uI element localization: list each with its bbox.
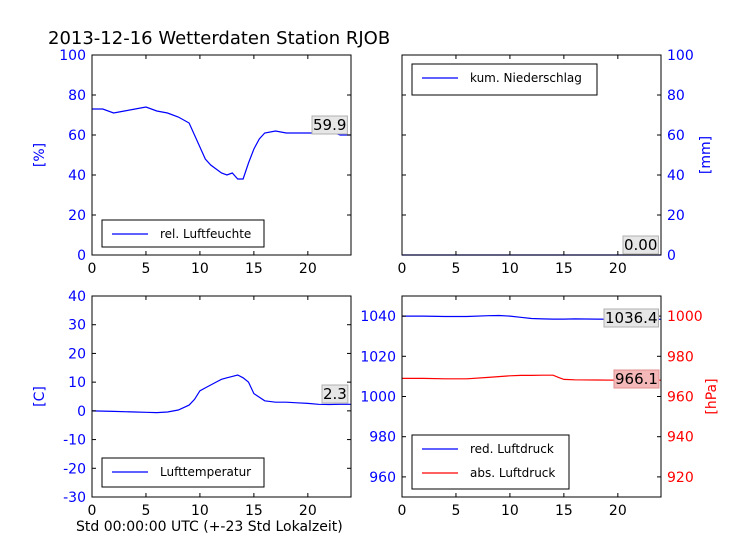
- series-line-red-luftdruck: [402, 314, 662, 320]
- last-value-box: [613, 369, 660, 389]
- legend-box: [411, 63, 598, 96]
- x-tick-label: 10: [501, 503, 519, 519]
- y-axis-label: [hPa]: [704, 378, 720, 414]
- y2-tick-label: 940: [667, 430, 694, 446]
- last-value-label: 966.1: [615, 370, 658, 388]
- last-value-label: 59.9: [313, 116, 346, 134]
- x-tick-label: 10: [191, 261, 209, 277]
- last-value-label: 1036.4: [605, 309, 658, 327]
- y-tick-label: 1040: [360, 309, 396, 325]
- x-tick-label: 15: [245, 503, 263, 519]
- y-tick-label: 960: [369, 470, 396, 486]
- x-tick-label: 20: [299, 503, 317, 519]
- series-line-rel-luftfeuchte: [92, 106, 351, 180]
- y-tick-label: 100: [59, 48, 86, 64]
- y-tick-label: 80: [667, 88, 685, 104]
- last-value-box: [622, 235, 659, 255]
- y-tick-label: 60: [667, 128, 685, 144]
- x-axis-label: Std 00:00:00 UTC (+-23 Std Lokalzeit): [76, 519, 343, 535]
- plot-frame: [401, 54, 662, 256]
- y-tick-label: 0: [77, 404, 86, 420]
- y-tick-label: 60: [68, 128, 86, 144]
- y-tick-label: 0: [667, 248, 676, 264]
- y-axis-label: [%]: [32, 143, 48, 167]
- legend-label: rel. Luftfeuchte: [160, 227, 251, 241]
- x-tick-label: 15: [555, 503, 573, 519]
- y-tick-label: -30: [63, 490, 86, 506]
- panel-1: 0 5 10 15 20 0 20 40 60 80 100 [%] rel. Luftfeuchte 5…: [32, 48, 352, 277]
- last-value-label: 2.3: [323, 385, 347, 403]
- x-tick-label: 15: [245, 261, 263, 277]
- x-tick-label: 15: [555, 261, 573, 277]
- x-tick-label: 20: [609, 503, 627, 519]
- x-tick-label: 5: [141, 503, 150, 519]
- y2-tick-label: 980: [667, 349, 694, 365]
- y-axis-label: [mm]: [698, 136, 714, 174]
- legend-label: red. Luftdruck: [470, 442, 554, 456]
- y-tick-label: 20: [68, 346, 86, 362]
- series-line-lufttemperatur: [91, 374, 351, 414]
- y-tick-label: 20: [667, 208, 685, 224]
- x-tick-label: 5: [451, 261, 460, 277]
- x-tick-label: 0: [398, 503, 407, 519]
- y-tick-label: 1000: [360, 390, 396, 406]
- plot-frame: [91, 54, 352, 256]
- x-tick-label: 20: [609, 261, 627, 277]
- y-tick-label: 40: [68, 168, 86, 184]
- x-tick-label: 0: [88, 503, 97, 519]
- y2-tick-label: 1000: [667, 309, 703, 325]
- y-tick-label: 80: [68, 88, 86, 104]
- x-tick-label: 20: [299, 261, 317, 277]
- last-value-box: [321, 384, 349, 404]
- legend-label: Lufttemperatur: [160, 465, 251, 479]
- panel-2: 0 5 10 15 20 0 20 40 60 80 100 [mm] kum. Niederschla…: [398, 48, 714, 277]
- y-tick-label: -20: [63, 461, 86, 477]
- y-tick-label: 20: [68, 208, 86, 224]
- x-tick-label: 10: [191, 503, 209, 519]
- y-tick-label: 40: [68, 289, 86, 305]
- panel-4: 0 5 10 15 20 960 980 1000 1020 1040 920 940 960 980 10…: [360, 295, 720, 519]
- y-tick-label: 980: [369, 430, 396, 446]
- panel-3: 0 5 10 15 20 -30 -20 -10 0 10 20 30 40 [C] Lufttempera…: [32, 289, 352, 519]
- y-tick-label: -10: [63, 433, 86, 449]
- y-tick-label: 0: [77, 248, 86, 264]
- y-tick-label: 1020: [360, 349, 396, 365]
- last-value-box: [603, 308, 659, 328]
- y-tick-label: 40: [667, 168, 685, 184]
- legend-box: [411, 434, 570, 490]
- x-tick-label: 10: [501, 261, 519, 277]
- x-tick-label: 0: [398, 261, 407, 277]
- figure-title: 2013-12-16 Wetterdaten Station RJOB: [48, 28, 390, 49]
- y2-tick-label: 960: [667, 390, 694, 406]
- y-tick-label: 10: [68, 375, 86, 391]
- y-tick-label: 30: [68, 318, 86, 334]
- series-line-abs-luftdruck: [402, 374, 661, 381]
- legend-label: abs. Luftdruck: [470, 466, 555, 480]
- plot-frame: [91, 295, 352, 498]
- legend-label: kum. Niederschlag: [470, 71, 582, 85]
- y-axis-label: [C]: [32, 386, 48, 407]
- y2-tick-label: 920: [667, 470, 694, 486]
- x-tick-label: 0: [88, 261, 97, 277]
- y-tick-label: 100: [667, 48, 694, 64]
- last-value-box: [311, 115, 348, 135]
- x-tick-label: 5: [451, 503, 460, 519]
- x-tick-label: 5: [141, 261, 150, 277]
- last-value-label: 0.00: [624, 236, 657, 254]
